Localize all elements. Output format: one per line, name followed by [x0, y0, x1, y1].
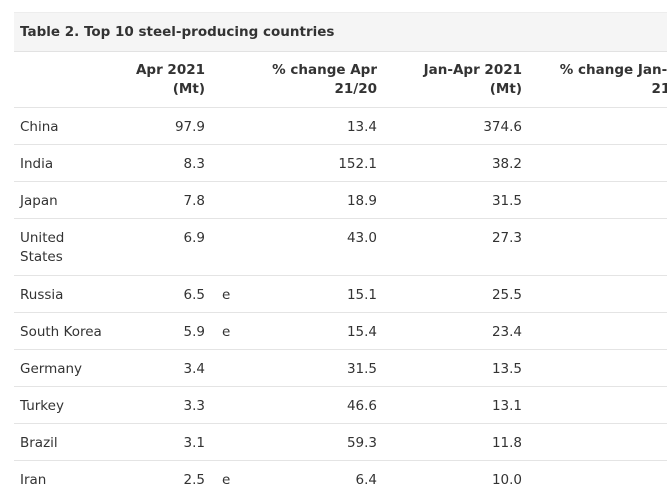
- header-apr-line2: (Mt): [172, 81, 205, 97]
- cell-pct-change-apr: 43.0: [346, 230, 377, 246]
- header-jan-apr-2021: Jan-Apr 2021 (Mt): [372, 61, 522, 99]
- cell-apr-2021: 6.5: [183, 287, 205, 303]
- cell-jan-apr-2021: 23.4: [491, 324, 522, 340]
- cell-pct-change-apr: 46.6: [346, 398, 377, 414]
- header-pct-apr-line2: 21/20: [334, 81, 377, 97]
- cell-jan-apr-2021: 13.5: [491, 361, 522, 377]
- cell-estimate-flag: e: [222, 324, 231, 340]
- cell-pct-change-apr: 13.4: [346, 119, 377, 135]
- table-row: Russia 6.5 e 15.1 25.5: [14, 276, 667, 313]
- cell-apr-2021: 6.9: [183, 230, 205, 246]
- table-row: South Korea 5.9 e 15.4 23.4: [14, 313, 667, 350]
- steel-table: Apr 2021 (Mt) % change Apr 21/20 Jan-Apr…: [14, 52, 667, 492]
- cell-country: China: [20, 119, 59, 135]
- cell-pct-change-apr: 59.3: [346, 435, 377, 451]
- cell-apr-2021: 3.3: [183, 398, 205, 414]
- cell-pct-change-apr: 6.4: [355, 472, 377, 488]
- table-row: Germany 3.4 31.5 13.5: [14, 350, 667, 387]
- cell-country: Germany: [20, 361, 83, 377]
- cell-apr-2021: 2.5: [183, 472, 205, 488]
- cell-pct-change-apr: 15.1: [346, 287, 377, 303]
- cell-estimate-flag: e: [222, 472, 231, 488]
- cell-country: India: [20, 156, 54, 172]
- cell-jan-apr-2021: 11.8: [491, 435, 522, 451]
- cell-country: Russia: [20, 287, 64, 303]
- table-row: United States 6.9 43.0 27.3: [14, 219, 667, 276]
- cell-country: Brazil: [20, 435, 58, 451]
- header-apr-line1: Apr 2021: [135, 62, 205, 78]
- cell-country: United States: [20, 230, 65, 265]
- cell-country: Turkey: [20, 398, 64, 414]
- table-title: Table 2. Top 10 steel-producing countrie…: [20, 24, 335, 40]
- header-pct-change-apr: % change Apr 21/20: [217, 61, 377, 99]
- table-header-row: Apr 2021 (Mt) % change Apr 21/20 Jan-Apr…: [14, 52, 667, 108]
- cell-jan-apr-2021: 27.3: [491, 230, 522, 246]
- cell-jan-apr-2021: 25.5: [491, 287, 522, 303]
- cell-country: Japan: [20, 193, 58, 209]
- cell-estimate-flag: e: [222, 287, 231, 303]
- table-row: Iran 2.5 e 6.4 10.0: [14, 461, 667, 492]
- cell-apr-2021: 7.8: [183, 193, 205, 209]
- cell-apr-2021: 5.9: [183, 324, 205, 340]
- header-pct-jan-line1: % change Jan-Apr: [559, 62, 667, 78]
- cell-country: Iran: [20, 472, 47, 488]
- cell-jan-apr-2021: 31.5: [491, 193, 522, 209]
- header-jan-apr-line2: (Mt): [489, 81, 522, 97]
- table-row: Turkey 3.3 46.6 13.1: [14, 387, 667, 424]
- cell-apr-2021: 3.4: [183, 361, 205, 377]
- cell-jan-apr-2021: 374.6: [483, 119, 522, 135]
- header-pct-apr-line1: % change Apr: [272, 62, 377, 78]
- cell-pct-change-apr: 31.5: [346, 361, 377, 377]
- cell-apr-2021: 8.3: [183, 156, 205, 172]
- cell-pct-change-apr: 152.1: [338, 156, 377, 172]
- cell-apr-2021: 3.1: [183, 435, 205, 451]
- header-pct-jan-line2: 21/20: [651, 81, 667, 97]
- table-row: China 97.9 13.4 374.6: [14, 108, 667, 145]
- cell-jan-apr-2021: 10.0: [491, 472, 522, 488]
- cell-jan-apr-2021: 38.2: [491, 156, 522, 172]
- table-row: Brazil 3.1 59.3 11.8: [14, 424, 667, 461]
- header-pct-change-jan-apr: % change Jan-Apr 21/20: [524, 61, 667, 99]
- cell-pct-change-apr: 18.9: [346, 193, 377, 209]
- header-jan-apr-line1: Jan-Apr 2021: [423, 62, 522, 78]
- cell-pct-change-apr: 15.4: [346, 324, 377, 340]
- table-row: India 8.3 152.1 38.2: [14, 145, 667, 182]
- header-apr-2021: Apr 2021 (Mt): [85, 61, 205, 99]
- cell-apr-2021: 97.9: [174, 119, 205, 135]
- cell-jan-apr-2021: 13.1: [491, 398, 522, 414]
- table-caption-bar: Table 2. Top 10 steel-producing countrie…: [14, 12, 667, 52]
- cell-country: South Korea: [20, 324, 102, 340]
- table-row: Japan 7.8 18.9 31.5: [14, 182, 667, 219]
